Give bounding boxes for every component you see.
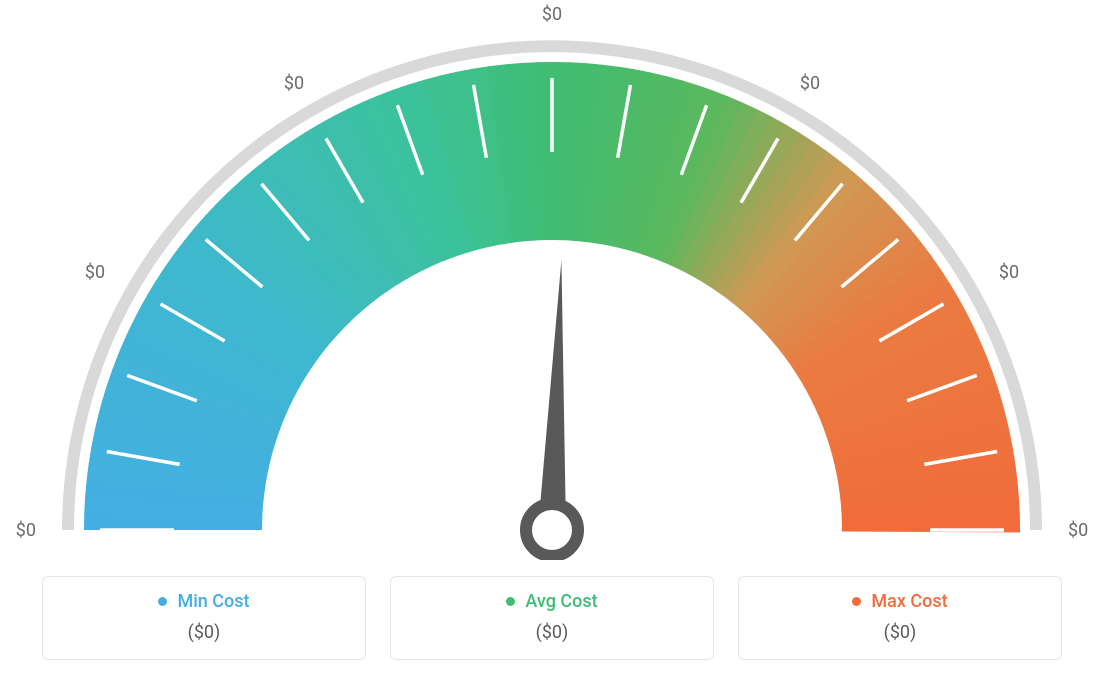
legend-card-min: Min Cost ($0) — [42, 576, 366, 660]
legend-label: Max Cost — [871, 591, 947, 612]
legend-value: ($0) — [43, 622, 365, 643]
legend-card-avg: Avg Cost ($0) — [390, 576, 714, 660]
legend-value: ($0) — [391, 622, 713, 643]
legend-value: ($0) — [739, 622, 1061, 643]
gauge-tick-label: $0 — [16, 520, 36, 541]
legend-label: Min Cost — [177, 591, 249, 612]
gauge-tick-label: $0 — [85, 262, 105, 283]
gauge-needle — [538, 260, 566, 530]
legend-label: Avg Cost — [525, 591, 597, 612]
gauge-tick-label: $0 — [542, 4, 562, 25]
gauge-svg: $0 $0 $0 $0 $0 $0 $0 — [0, 0, 1104, 560]
legend-title-avg: Avg Cost — [506, 591, 597, 612]
gauge-hub — [526, 504, 578, 556]
legend-title-min: Min Cost — [158, 591, 249, 612]
bullet-icon — [158, 597, 167, 606]
gauge-chart: $0 $0 $0 $0 $0 $0 $0 — [0, 0, 1104, 560]
bullet-icon — [506, 597, 515, 606]
gauge-tick-label: $0 — [800, 73, 820, 94]
gauge-tick-label: $0 — [1068, 520, 1088, 541]
legend-title-max: Max Cost — [852, 591, 947, 612]
bullet-icon — [852, 597, 861, 606]
gauge-tick-label: $0 — [284, 73, 304, 94]
legend-card-max: Max Cost ($0) — [738, 576, 1062, 660]
gauge-tick-label: $0 — [999, 262, 1019, 283]
legend-row: Min Cost ($0) Avg Cost ($0) Max Cost ($0… — [42, 576, 1062, 660]
